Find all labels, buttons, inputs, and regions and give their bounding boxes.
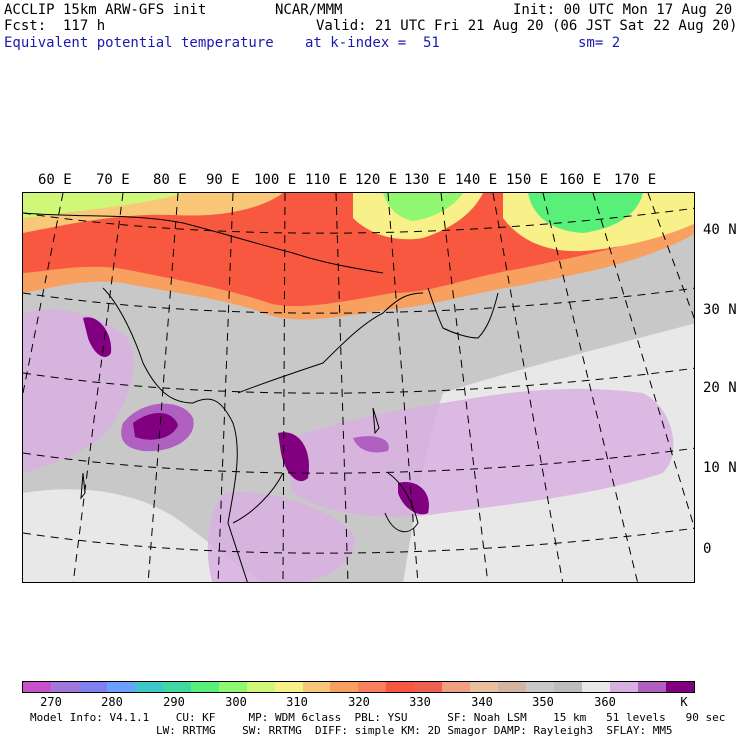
colorbar-swatch [386,682,415,692]
north-india-max [83,317,112,358]
colorbar-swatch [78,682,107,692]
lon-label: 80 E [153,172,187,188]
level-index: at k-index = 51 [305,35,440,51]
lat-label: 0 [703,541,712,557]
colorbar-swatch [106,682,135,692]
lon-label: 90 E [206,172,240,188]
model-info-line2: LW: RRTMG SW: RRTMG DIFF: simple KM: 2D … [156,724,673,737]
lon-label: 60 E [38,172,72,188]
valid-time: Valid: 21 UTC Fri 21 Aug 20 (06 JST Sat … [316,18,738,34]
colorbar-swatch [302,682,331,692]
lon-label: 150 E [506,172,549,188]
colorbar-tick: 310 [286,695,308,709]
colorbar-tick: 290 [163,695,185,709]
colorbar-swatch [218,682,247,692]
colorbar-tick: 300 [225,695,247,709]
lon-label: 110 E [305,172,348,188]
colorbar-swatch [554,682,583,692]
sea-moist [207,492,355,582]
colorbar-swatch [414,682,443,692]
colorbar-swatch [498,682,527,692]
colorbar-tick: 280 [101,695,123,709]
theta-e-map [22,192,695,583]
north-green-patch [383,193,463,221]
colorbar-swatch [610,682,638,692]
colorbar-tick: 340 [471,695,493,709]
lon-label: 100 E [254,172,297,188]
field-name: Equivalent potential temperature [4,35,274,51]
map-canvas [23,193,694,582]
colorbar-swatch [274,682,303,692]
colorbar-swatch [330,682,359,692]
model-info-line1: Model Info: V4.1.1 CU: KF MP: WDM 6class… [30,711,726,724]
colorbar-tick: 350 [532,695,554,709]
lon-label: 120 E [355,172,398,188]
colorbar-swatch [23,682,51,692]
colorbar-swatch [246,682,275,692]
colorbar-tick: 330 [409,695,431,709]
colorbar-tick: 320 [348,695,370,709]
init-time: Init: 00 UTC Mon 17 Aug 20 [513,2,733,18]
lat-label: 40 N [703,222,737,238]
colorbar-swatch [526,682,555,692]
lon-label: 170 E [614,172,657,188]
colorbar-swatch [665,682,694,692]
forecast-hour: Fcst: 117 h [4,18,106,34]
colorbar-swatch [50,682,79,692]
coastlines [23,212,499,582]
indochina-max [278,432,309,482]
lon-label: 160 E [559,172,602,188]
model-title: ACCLIP 15km ARW-GFS init [4,2,207,18]
colorbar [22,681,695,693]
colorbar-swatch [637,682,666,692]
wp-moist [283,388,674,517]
colorbar-swatch [442,682,471,692]
lat-label: 20 N [703,380,737,396]
colorbar-swatch [358,682,387,692]
colorbar-swatch [470,682,499,692]
colorbar-tick: 360 [594,695,616,709]
bay-of-bengal-max [133,413,178,440]
colorbar-tick: 270 [40,695,62,709]
graticule [23,193,694,582]
lon-label: 70 E [96,172,130,188]
colorbar-unit: K [680,695,688,709]
north-west-yellow [23,193,183,218]
lat-label: 10 N [703,460,737,476]
philippines-max [398,482,429,515]
lon-label: 140 E [455,172,498,188]
organization: NCAR/MMM [275,2,343,18]
colorbar-swatch [582,682,611,692]
smoothing: sm= 2 [578,35,621,51]
colorbar-swatch [190,682,219,692]
lon-label: 130 E [404,172,447,188]
lat-label: 30 N [703,302,737,318]
colorbar-swatch [162,682,191,692]
taiwan-strait-high [353,436,389,453]
colorbar-swatch [134,682,163,692]
